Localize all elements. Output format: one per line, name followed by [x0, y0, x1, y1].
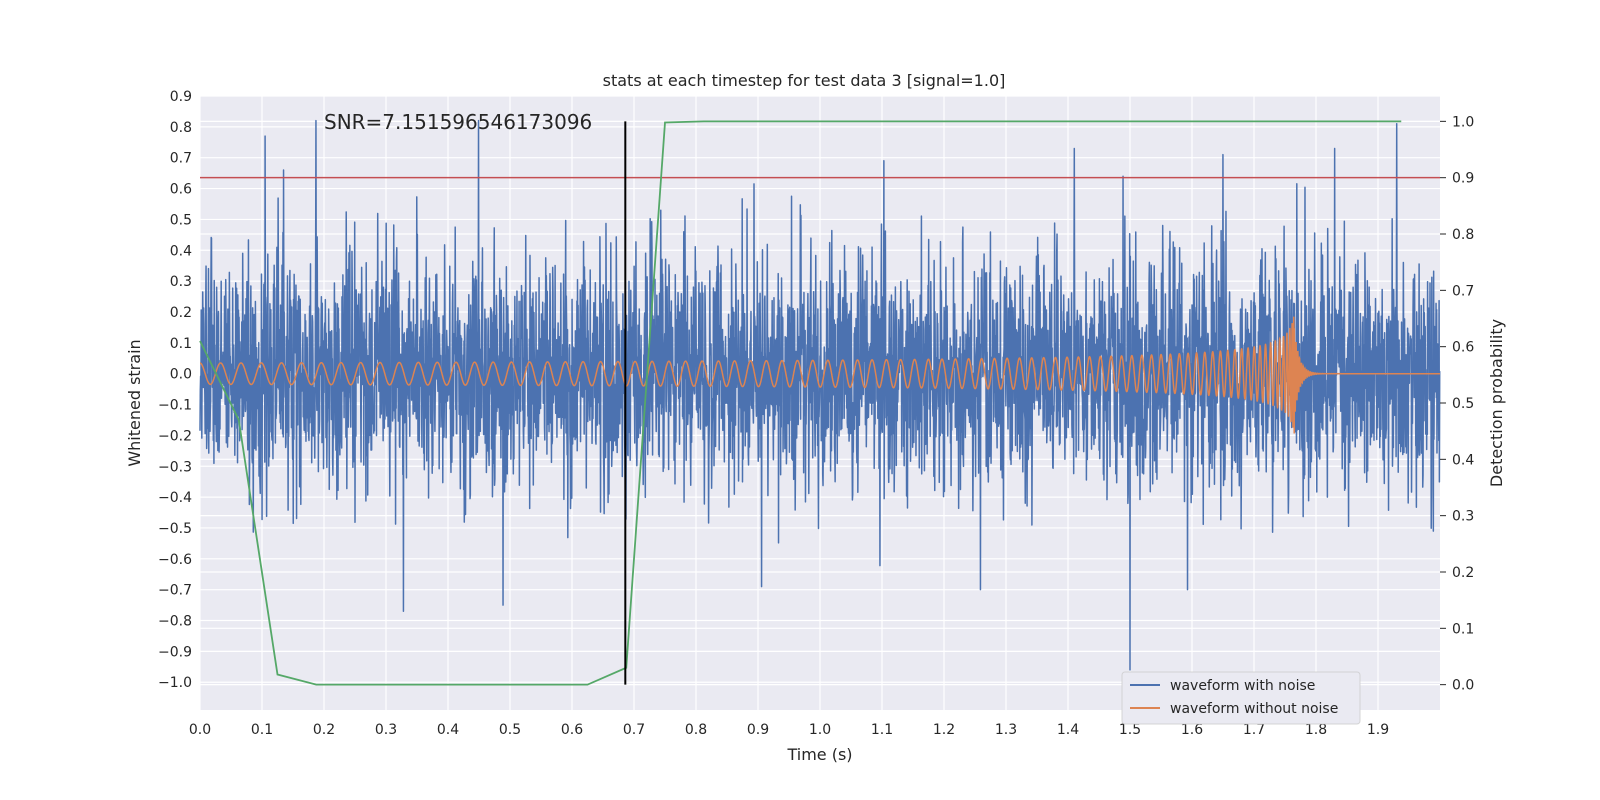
x-tick-label: 0.1	[251, 722, 273, 738]
y-left-tick-label: 0.4	[170, 243, 192, 259]
legend-label-clean: waveform without noise	[1170, 701, 1338, 717]
y-left-tick-label: −0.6	[158, 552, 192, 568]
y-left-tick-label: −0.2	[158, 428, 192, 444]
y-axis-right-label: Detection probability	[1487, 319, 1506, 487]
y-left-tick-label: 0.9	[170, 89, 192, 105]
y-left-tick-label: −0.1	[158, 398, 192, 414]
y-left-tick-label: −0.5	[158, 521, 192, 537]
x-tick-label: 1.6	[1181, 722, 1203, 738]
y-right-tick-label: 0.8	[1452, 227, 1474, 243]
x-tick-label: 1.0	[809, 722, 831, 738]
x-tick-label: 0.6	[561, 722, 583, 738]
series-layer	[199, 119, 1441, 686]
x-tick-label: 0.3	[375, 722, 397, 738]
y-left-tick-label: 0.1	[170, 336, 192, 352]
y-right-tick-label: 0.1	[1452, 621, 1474, 637]
y-left-tick-label: −0.9	[158, 644, 192, 660]
y-left-tick-label: 0.0	[170, 367, 192, 383]
y-right-tick-label: 0.0	[1452, 678, 1474, 694]
y-right-tick-label: 0.5	[1452, 396, 1474, 412]
chart-title: stats at each timestep for test data 3 […	[603, 71, 1006, 90]
y-left-tick-label: 0.5	[170, 212, 192, 228]
x-tick-label: 0.9	[747, 722, 769, 738]
y-left-tick-label: 0.6	[170, 182, 192, 198]
y-right-tick-label: 0.3	[1452, 509, 1474, 525]
legend-label-noise: waveform with noise	[1170, 678, 1315, 694]
x-tick-label: 0.7	[623, 722, 645, 738]
y-left-tick-label: −1.0	[158, 675, 192, 691]
y-left-tick-label: −0.3	[158, 459, 192, 475]
tick-labels: 0.0 0.1 0.2 0.3 0.4 0.5 0.6 0.7 0.8 0.9 1.0 1.1 1.2 1…	[158, 89, 1474, 738]
x-tick-label: 1.1	[871, 722, 893, 738]
x-tick-label: 1.8	[1305, 722, 1327, 738]
x-tick-label: 0.8	[685, 722, 707, 738]
y-left-tick-label: 0.3	[170, 274, 192, 290]
y-left-tick-label: −0.4	[158, 490, 192, 506]
y-left-tick-label: 0.2	[170, 305, 192, 321]
x-tick-label: 1.5	[1119, 722, 1141, 738]
y-right-tick-label: 1.0	[1452, 114, 1474, 130]
legend: waveform with noise waveform without noi…	[1121, 671, 1361, 725]
y-axis-left-label: Whitened strain	[125, 339, 144, 466]
y-right-tick-label: 0.7	[1452, 283, 1474, 299]
x-tick-label: 0.0	[189, 722, 211, 738]
x-tick-label: 0.2	[313, 722, 335, 738]
series-detection-probability	[199, 120, 1402, 686]
x-tick-label: 1.4	[1057, 722, 1079, 738]
legend-box	[1121, 671, 1361, 725]
y-left-tick-label: 0.8	[170, 120, 192, 136]
x-tick-label: 1.7	[1243, 722, 1265, 738]
y-left-tick-label: 0.7	[170, 151, 192, 167]
x-tick-label: 1.3	[995, 722, 1017, 738]
snr-annotation: SNR=7.151596546173096	[324, 110, 592, 134]
y-right-tick-label: 0.2	[1452, 565, 1474, 581]
y-left-tick-label: −0.8	[158, 614, 192, 630]
series-waveform-without-noise	[199, 316, 1440, 434]
x-tick-label: 0.5	[499, 722, 521, 738]
y-left-tick-label: −0.7	[158, 583, 192, 599]
x-tick-label: 1.9	[1367, 722, 1389, 738]
x-axis-label: Time (s)	[786, 745, 852, 764]
y-right-tick-label: 0.9	[1452, 171, 1474, 187]
y-right-tick-label: 0.6	[1452, 340, 1474, 356]
y-right-tick-label: 0.4	[1452, 452, 1474, 468]
x-tick-label: 0.4	[437, 722, 459, 738]
x-tick-label: 1.2	[933, 722, 955, 738]
